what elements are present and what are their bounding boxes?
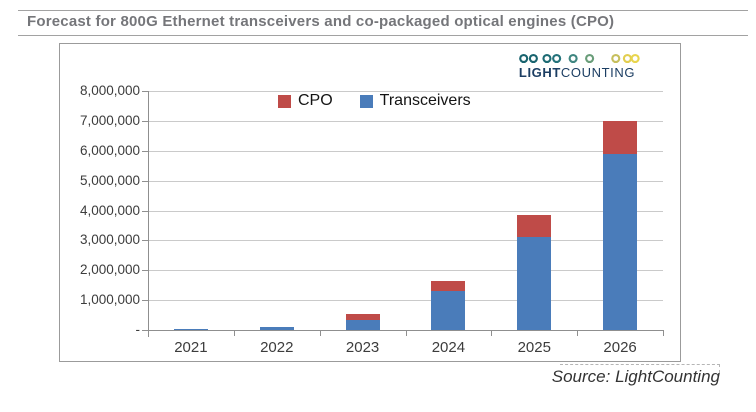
x-axis-tick	[319, 330, 321, 336]
x-axis-tick	[405, 330, 407, 336]
bar-cpo-2026	[603, 120, 638, 154]
gridline	[148, 91, 663, 92]
lightcounting-logo: LIGHTCOUNTING	[514, 52, 640, 80]
y-axis-label: 7,000,000	[79, 112, 140, 128]
logo-word-light: LIGHT	[518, 65, 561, 80]
y-axis-tick	[142, 180, 148, 182]
gridline	[148, 240, 663, 242]
bar-transceivers-2026	[603, 153, 638, 330]
y-axis-tick	[142, 330, 148, 331]
x-axis-label-2023: 2023	[345, 339, 380, 356]
x-axis-label-2025: 2025	[517, 339, 551, 356]
crop-artifact-dashed-stub	[719, 364, 720, 373]
bar-transceivers-2021	[173, 328, 208, 330]
title-rule-top	[18, 10, 748, 11]
crop-artifact-dashed-line	[560, 364, 720, 365]
y-axis-tick	[142, 300, 148, 302]
bar-cpo-2023	[345, 313, 380, 320]
y-axis-tick	[142, 120, 148, 122]
y-axis-label: 3,000,000	[79, 232, 140, 248]
gridline	[148, 300, 663, 302]
gridline	[148, 210, 663, 212]
y-axis-tick	[142, 91, 148, 92]
bar-transceivers-2023	[345, 319, 380, 330]
y-axis-label: 6,000,000	[79, 142, 140, 158]
y-axis-label: 4,000,000	[79, 202, 140, 218]
y-axis-label: -	[135, 322, 141, 337]
bar-transceivers-2022	[259, 327, 294, 330]
bar-cpo-2024	[431, 280, 466, 292]
legend-label: CPO	[298, 92, 333, 109]
gridline	[148, 270, 663, 272]
x-axis-label-2022: 2022	[260, 339, 294, 356]
logo-dots-icon	[515, 53, 640, 64]
bar-transceivers-2024	[431, 291, 466, 330]
source-note: Source: LightCounting	[551, 367, 720, 386]
y-axis-label: 2,000,000	[79, 262, 140, 278]
legend-item-cpo: CPO	[278, 92, 333, 110]
legend-swatch-icon	[278, 94, 291, 108]
legend-label: Transceivers	[379, 92, 471, 109]
y-axis-tick	[142, 150, 148, 152]
y-axis-line	[148, 91, 149, 337]
x-axis-tick	[663, 330, 664, 336]
gridline	[148, 120, 663, 122]
chart-frame: LIGHTCOUNTING CPO Transceivers - 1,000,000…	[59, 43, 681, 362]
y-axis-label: 1,000,000	[79, 292, 140, 308]
x-axis-tick	[577, 330, 579, 336]
legend-swatch-icon	[359, 94, 373, 108]
bar-cpo-2025	[517, 214, 552, 238]
gridline	[148, 150, 663, 152]
bar-transceivers-2025	[517, 237, 552, 330]
x-axis-tick	[491, 330, 493, 336]
page-title: Forecast for 800G Ethernet transceivers …	[27, 13, 615, 30]
gridline	[148, 180, 663, 182]
x-axis-tick	[148, 330, 149, 336]
title-rule-bottom	[18, 35, 748, 36]
y-axis-tick	[142, 240, 148, 242]
logo-word-counting: COUNTING	[560, 65, 636, 80]
x-axis-label-2024: 2024	[431, 339, 466, 356]
x-axis-label-2026: 2026	[603, 339, 637, 356]
y-axis-tick	[142, 270, 148, 272]
logo-wordmark: LIGHTCOUNTING	[514, 65, 640, 80]
x-axis-tick	[233, 330, 235, 336]
y-axis-tick	[142, 210, 148, 212]
y-axis-label: 5,000,000	[79, 172, 140, 188]
x-axis-label-2021: 2021	[174, 339, 208, 356]
chart-legend: CPO Transceivers	[278, 92, 471, 110]
y-axis-label: 8,000,000	[79, 83, 140, 98]
legend-item-transceivers: Transceivers	[359, 92, 471, 110]
